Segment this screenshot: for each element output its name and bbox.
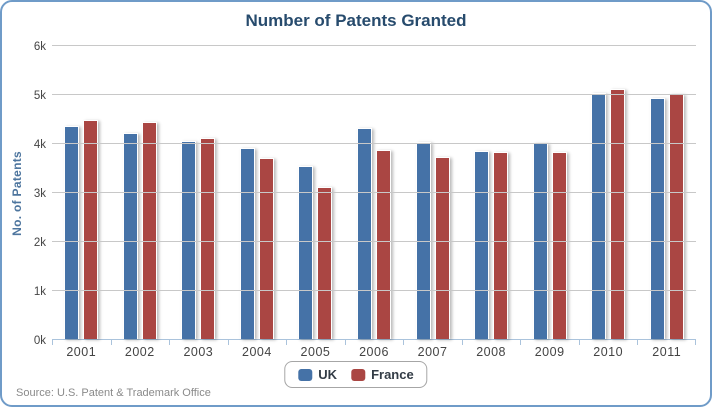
bar-groups: [52, 46, 696, 345]
bar-uk-2011[interactable]: [649, 97, 665, 339]
y-tick-label: 0k: [33, 335, 46, 347]
chart-title: Number of Patents Granted: [245, 11, 467, 30]
bar-uk-2002[interactable]: [122, 133, 138, 339]
bar-group-2006: [344, 46, 404, 345]
bar-group-2007: [403, 46, 462, 345]
x-axis-label-2006: 2006: [359, 345, 389, 359]
x-axis-label-2009: 2009: [534, 345, 565, 359]
source-note: Source: U.S. Patent & Trademark Office: [16, 387, 211, 399]
bar-group-2010: [578, 46, 638, 345]
x-axis-tick: [52, 340, 53, 345]
x-axis-tick: [110, 340, 112, 345]
x-axis-tick: [344, 340, 346, 345]
bar-uk-2006[interactable]: [357, 127, 372, 339]
y-tick-label: 5k: [33, 90, 46, 102]
y-tick-label: 6k: [33, 41, 46, 53]
x-axis-label-2004: 2004: [242, 345, 272, 359]
bar-group-2001: [52, 46, 111, 345]
plot-area: [52, 45, 696, 345]
x-axis-tick: [520, 340, 522, 345]
x-axis-label-2003: 2003: [183, 345, 214, 359]
legend: UK France: [284, 361, 428, 388]
x-axis-labels: 2001 2002 2003 2004 2005 2006 2007 2008 2009 2010…: [52, 345, 696, 359]
bar-uk-2001[interactable]: [64, 125, 80, 339]
bar-france-2002[interactable]: [141, 122, 157, 339]
bar-uk-2007[interactable]: [415, 141, 431, 339]
legend-swatch-france: [351, 368, 366, 381]
x-axis-label-2001: 2001: [66, 345, 97, 359]
x-axis-tick: [227, 340, 229, 345]
x-axis-tick: [169, 340, 171, 345]
gridline: [52, 192, 696, 193]
bar-group-2005: [286, 46, 345, 345]
x-axis-tick: [403, 340, 405, 345]
y-tick-label: 4k: [33, 139, 46, 151]
gridline: [52, 94, 696, 95]
bar-france-2004[interactable]: [258, 158, 274, 339]
bar-france-2003[interactable]: [200, 137, 216, 339]
legend-label-france: France: [371, 367, 414, 382]
x-axis-label-2005: 2005: [300, 345, 331, 359]
gridline: [52, 290, 696, 291]
bar-france-2001[interactable]: [83, 120, 99, 339]
x-axis-label-2007: 2007: [417, 345, 448, 359]
legend-label-uk: UK: [318, 367, 338, 382]
bar-france-2009[interactable]: [551, 152, 567, 339]
bar-uk-2004[interactable]: [239, 148, 255, 339]
x-axis-tick: [461, 340, 463, 345]
y-tick-label: 1k: [33, 286, 46, 298]
bar-group-2008: [461, 46, 521, 345]
bar-france-2006[interactable]: [376, 150, 391, 339]
bar-uk-2008[interactable]: [474, 151, 490, 339]
bar-group-2009: [520, 46, 579, 345]
gridline: [52, 143, 696, 144]
gridline: [52, 45, 696, 46]
y-tick-label: 3k: [33, 188, 46, 200]
y-axis-labels: 0k 1k 2k 3k 4k 5k 6k: [2, 41, 46, 347]
x-axis-tick: [637, 340, 639, 345]
x-axis-label-2002: 2002: [124, 345, 155, 359]
bar-group-2003: [169, 46, 228, 345]
x-axis-label-2010: 2010: [593, 345, 624, 359]
legend-item-france[interactable]: France: [351, 367, 414, 382]
bar-uk-2003[interactable]: [181, 141, 197, 339]
legend-item-uk[interactable]: UK: [298, 367, 337, 382]
x-axis-label-2008: 2008: [476, 345, 506, 359]
gridline: [52, 241, 696, 242]
bar-group-2004: [227, 46, 287, 345]
bar-group-2011: [637, 46, 696, 345]
bar-france-2010[interactable]: [610, 89, 626, 339]
bar-france-2008[interactable]: [493, 151, 509, 339]
bar-france-2007[interactable]: [434, 157, 450, 339]
x-axis-tick: [286, 340, 288, 345]
bar-france-2011[interactable]: [668, 94, 684, 339]
bar-group-2002: [110, 46, 170, 345]
x-axis-label-2011: 2011: [652, 345, 682, 359]
y-tick-label: 2k: [33, 237, 46, 249]
legend-swatch-uk: [298, 368, 313, 381]
x-axis-tick: [578, 340, 580, 345]
bar-uk-2005[interactable]: [298, 165, 314, 339]
bar-uk-2010[interactable]: [591, 92, 607, 339]
bar-france-2005[interactable]: [317, 187, 333, 339]
